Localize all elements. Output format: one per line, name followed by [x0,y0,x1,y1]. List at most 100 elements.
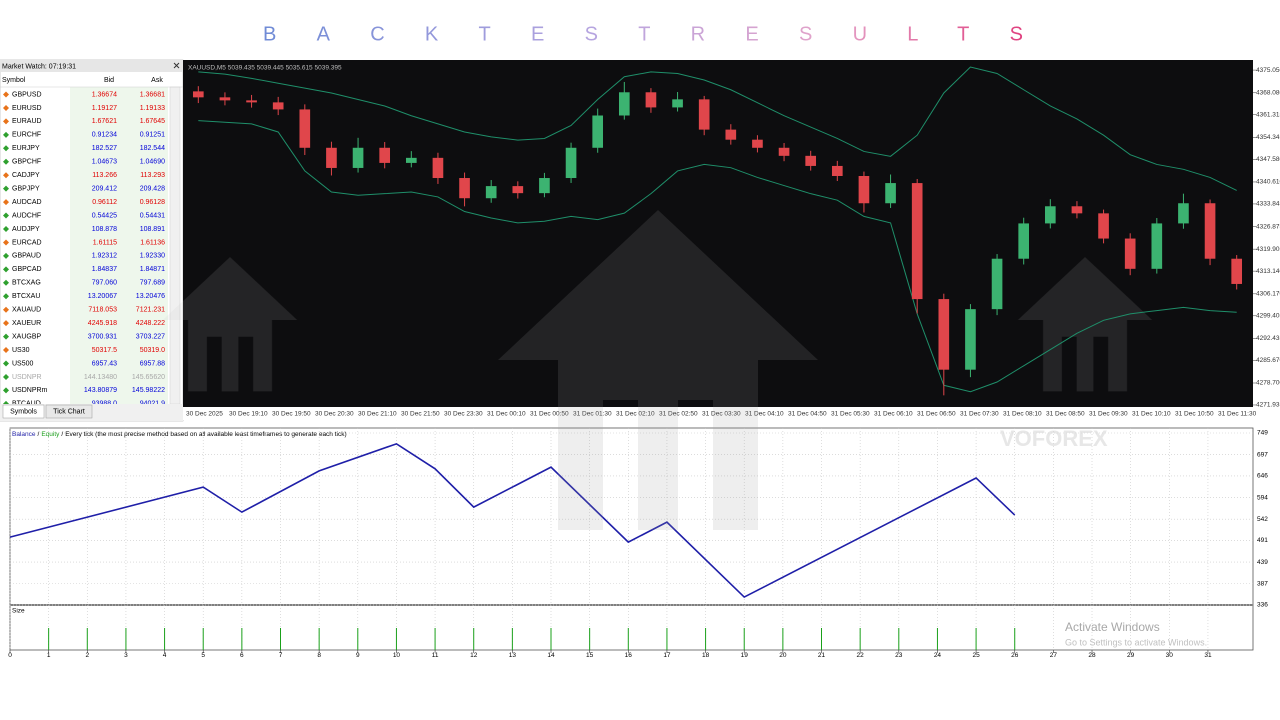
symbol[interactable]: USDNPR [12,374,42,381]
ask: 1.92330 [140,253,165,260]
price-columns-background [70,87,168,404]
legend-separator: / [61,431,63,438]
symbol[interactable]: AUDJPY [12,226,40,233]
candle-body [512,186,524,194]
close-icon[interactable] [173,62,180,69]
bid: 108.878 [92,226,117,233]
price-tick-label: 4347.580 [1256,156,1280,163]
y-tick-label: 491 [1257,537,1268,544]
candle-body [752,139,763,148]
candle-body [326,147,337,168]
symbol[interactable]: AUDCHF [12,212,41,219]
y-tick-label: 697 [1257,451,1268,458]
bid: 6957.43 [92,360,117,367]
price-axis-background [1253,60,1280,420]
x-tick-label: 11 [432,652,439,659]
tab[interactable] [45,404,93,419]
symbol[interactable]: AUDCAD [12,199,42,206]
symbol[interactable]: GBPJPY [12,185,40,192]
candle-body [1071,206,1083,214]
candle-body [858,176,870,204]
close-button[interactable] [173,62,180,69]
price-tick-label: 4340.610 [1256,179,1280,186]
band-upper [198,66,1237,191]
time-label: 31 Dec 04:10 [745,411,784,418]
symbol[interactable]: GBPUSD [12,91,42,98]
balance-line [9,442,1016,599]
symbol[interactable]: BTCXAU [12,293,40,300]
symbol-icon [3,199,9,206]
scrollbar[interactable] [169,86,181,405]
bid: 143.80879 [84,387,117,394]
symbol[interactable]: US500 [12,360,34,367]
symbol[interactable]: GBPCHF [12,159,41,166]
price-tick-label: 4306.170 [1256,291,1280,298]
candle-body [1018,223,1030,259]
price-tick-label: 4292.435 [1256,335,1280,342]
candle-body [246,100,257,103]
bid: 1.61115 [93,239,117,246]
x-tick-label: 3 [124,652,128,659]
tester-graph: Balance / Equity / Every tick (the most prec… [8,427,1268,659]
legend-separator: / [38,431,40,438]
bid: 1.67621 [92,118,117,125]
x-tick-label: 5 [201,652,205,659]
symbol[interactable]: GBPAUD [12,253,41,260]
time-label: 31 Dec 07:30 [960,411,999,418]
symbol[interactable]: XAUAUD [12,307,41,314]
x-tick-label: 18 [702,652,710,659]
ask: 4248.222 [136,320,165,327]
candle-body [965,309,976,370]
x-tick-label: 28 [1088,652,1096,659]
symbol[interactable]: XAUEUR [12,320,41,327]
symbol[interactable]: XAUGBP [12,333,42,340]
symbol-icon [3,118,9,125]
symbol[interactable]: EURCAD [12,239,42,246]
symbol-icon [3,104,9,111]
bid: 1.84837 [92,266,117,273]
symbol[interactable]: US30 [12,347,30,354]
symbol[interactable]: BTCAUD [12,401,41,408]
symbol-icon [3,91,9,98]
ask: 108.891 [140,226,165,233]
size-label: Size [12,608,25,615]
symbol[interactable]: BTCXAG [12,280,41,287]
bid: 209.412 [92,185,117,192]
x-tick-label: 19 [741,652,749,659]
ask: 6957.88 [140,360,165,367]
bid: 0.54425 [92,212,117,219]
ask: 1.84871 [140,266,165,273]
x-tick-label: 17 [663,652,671,659]
time-label: 31 Dec 10:50 [1175,411,1214,418]
symbol-icon [3,320,9,327]
candle-body [432,157,444,179]
candle-body [1124,238,1136,269]
symbol[interactable]: EURJPY [12,145,40,152]
candle-body [645,92,657,108]
x-tick-label: 27 [1050,652,1058,659]
symbol[interactable]: EURUSD [12,105,42,112]
candle-body [405,157,417,163]
candle-body [592,115,604,148]
symbol[interactable]: EURAUD [12,118,42,125]
x-tick-label: 20 [779,652,787,659]
candle-body [352,147,364,168]
tab-label[interactable]: Tick Chart [53,408,85,415]
ask: 0.96128 [140,199,165,206]
price-tick-label: 4354.345 [1256,134,1280,141]
candle-body [299,109,311,148]
x-tick-label: 10 [393,652,401,659]
tab[interactable] [2,404,45,419]
symbol[interactable]: EURCHF [12,132,41,139]
bid: 797.060 [92,280,117,287]
x-tick-label: 1 [47,652,51,659]
symbol[interactable]: CADJPY [12,172,40,179]
symbol[interactable]: GBPCAD [12,266,42,273]
bid: 93988.0 [92,401,117,408]
symbol[interactable]: USDNPRm [12,387,48,394]
candle-body [1098,213,1109,239]
time-label: 31 Dec 04:50 [788,411,827,418]
tab-label[interactable]: Symbols [10,408,37,415]
symbol-icon [3,239,9,246]
